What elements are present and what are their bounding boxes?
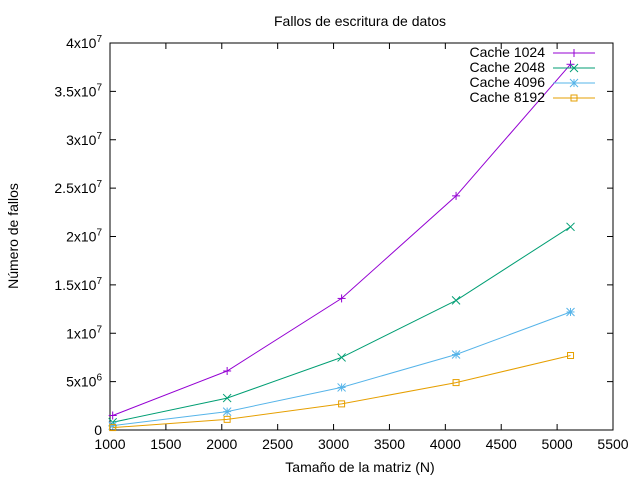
x-tick-label: 5000 xyxy=(542,436,573,452)
x-tick-label: 1500 xyxy=(150,436,181,452)
data-point xyxy=(337,353,346,362)
x-tick-label: 2500 xyxy=(262,436,293,452)
x-tick-label: 5500 xyxy=(597,436,628,452)
y-tick-label: 0 xyxy=(94,422,102,438)
axis-ticks: 1000 1500 2000 2500 3000 3500 4000 4500 5000 5500… xyxy=(54,34,628,452)
y-axis-label: Número de fallos xyxy=(5,183,21,289)
x-tick-label: 3500 xyxy=(374,436,405,452)
legend-label: Cache 1024 xyxy=(469,44,545,60)
data-point xyxy=(451,296,461,305)
x-tick-label: 4500 xyxy=(486,436,517,452)
series-layer xyxy=(108,60,575,432)
y-tick-label: 1.5x107 xyxy=(54,276,102,293)
x-tick-label: 1000 xyxy=(94,436,125,452)
series-3 xyxy=(108,307,575,430)
series-line xyxy=(112,311,571,427)
legend-entry: Cache 2048 xyxy=(469,59,595,75)
legend-label: Cache 2048 xyxy=(469,59,545,75)
series-line xyxy=(112,355,571,429)
x-tick-label: 4000 xyxy=(430,436,461,452)
data-point xyxy=(337,294,346,303)
y-tick-label: 2x107 xyxy=(66,228,102,245)
data-point xyxy=(452,379,460,387)
data-point xyxy=(223,366,232,375)
legend-marker xyxy=(569,78,579,88)
legend-marker xyxy=(570,94,578,102)
data-point xyxy=(566,222,575,232)
series-2 xyxy=(108,222,575,427)
chart-title: Fallos de escritura de datos xyxy=(274,13,446,29)
data-point xyxy=(223,415,231,423)
data-point xyxy=(452,191,461,200)
series-4 xyxy=(109,352,575,432)
series-line xyxy=(112,226,571,423)
data-point xyxy=(338,400,346,408)
y-tick-label: 4x107 xyxy=(66,34,102,51)
data-point xyxy=(222,407,232,416)
legend-label: Cache 4096 xyxy=(469,74,545,90)
x-tick-label: 3000 xyxy=(318,436,349,452)
y-tick-label: 3x107 xyxy=(66,131,102,148)
data-point xyxy=(337,383,346,392)
legend-marker xyxy=(570,49,578,57)
legend-marker xyxy=(569,63,579,73)
legend-entry: Cache 4096 xyxy=(469,74,595,90)
data-point xyxy=(222,393,232,403)
data-point xyxy=(566,307,575,317)
y-tick-label: 2.5x107 xyxy=(54,179,102,196)
x-axis-label: Tamaño de la matriz (N) xyxy=(285,459,434,475)
data-point xyxy=(567,352,575,360)
legend-label: Cache 8192 xyxy=(469,89,545,105)
y-tick-label: 1x107 xyxy=(66,324,102,341)
y-tick-label: 5x106 xyxy=(66,373,102,390)
legend-entry: Cache 1024 xyxy=(469,44,595,60)
series-1 xyxy=(108,60,575,420)
legend-entry: Cache 8192 xyxy=(469,89,595,105)
data-point xyxy=(108,411,117,420)
series-line xyxy=(112,63,571,416)
y-tick-label: 3.5x107 xyxy=(54,82,102,99)
data-point xyxy=(109,424,117,432)
data-point xyxy=(451,350,461,359)
x-tick-label: 2000 xyxy=(206,436,237,452)
